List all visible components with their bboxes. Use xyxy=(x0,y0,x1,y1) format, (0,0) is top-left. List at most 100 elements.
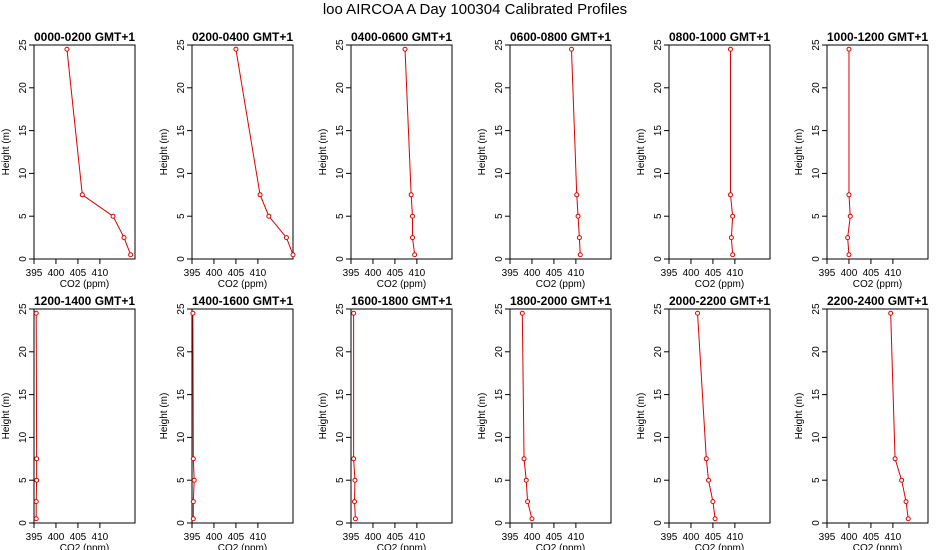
y-axis-label: Height (m) xyxy=(159,129,170,176)
plot-frame xyxy=(350,44,453,260)
y-tick-label: 0 xyxy=(653,520,664,526)
data-point xyxy=(846,192,852,198)
x-tick-label: 405 xyxy=(705,532,722,543)
y-tick-label: 5 xyxy=(811,213,822,219)
y-tick-label: 10 xyxy=(335,167,346,179)
x-tick-label: 410 xyxy=(92,268,109,279)
panel-title: 2200-2400 GMT+1 xyxy=(827,294,928,308)
x-tick-label: 410 xyxy=(568,268,585,279)
plot-frame xyxy=(668,44,771,260)
y-tick-label: 10 xyxy=(18,167,29,179)
y-axis-label: Height (m) xyxy=(318,393,329,440)
data-point xyxy=(409,235,415,241)
plot-frame xyxy=(509,308,612,524)
data-point xyxy=(846,46,852,52)
data-point xyxy=(190,310,196,316)
data-point xyxy=(34,477,40,483)
panel-6: 1000-1200 GMT+1 395 400 405 410 0 5 10 15 20 25 CO2… xyxy=(794,30,929,290)
plot-frame xyxy=(33,44,136,260)
y-tick-label: 25 xyxy=(176,39,187,51)
x-axis-label: CO2 (ppm) xyxy=(695,279,744,290)
y-tick-label: 5 xyxy=(335,477,346,483)
data-point xyxy=(727,192,733,198)
plot-frame xyxy=(191,308,294,524)
x-tick-label: 410 xyxy=(727,268,744,279)
data-point xyxy=(903,499,909,505)
y-tick-label: 15 xyxy=(811,125,822,137)
data-point xyxy=(710,499,716,505)
profile-line xyxy=(404,49,416,255)
x-axis-label: CO2 (ppm) xyxy=(695,543,744,550)
y-axis-label: Height (m) xyxy=(1,393,12,440)
data-point xyxy=(730,213,736,219)
y-tick-label: 15 xyxy=(811,389,822,401)
data-point xyxy=(290,252,296,258)
data-point xyxy=(846,252,852,258)
y-tick-label: 5 xyxy=(494,213,505,219)
y-tick-label: 5 xyxy=(653,213,664,219)
x-tick-label: 400 xyxy=(524,532,541,543)
y-axis-label: Height (m) xyxy=(318,129,329,176)
x-axis-label: CO2 (ppm) xyxy=(377,543,426,550)
data-point xyxy=(712,516,718,522)
x-tick-label: 405 xyxy=(863,532,880,543)
x-tick-label: 405 xyxy=(863,268,880,279)
figure-title: loo AIRCOA A Day 100304 Calibrated Profi… xyxy=(322,1,628,18)
y-tick-label: 25 xyxy=(653,39,664,51)
y-tick-label: 25 xyxy=(18,39,29,51)
data-point xyxy=(845,235,851,241)
y-tick-label: 0 xyxy=(18,256,29,262)
x-tick-label: 410 xyxy=(409,268,426,279)
y-tick-label: 15 xyxy=(18,125,29,137)
y-tick-label: 20 xyxy=(176,82,187,94)
y-tick-label: 5 xyxy=(811,477,822,483)
x-tick-label: 395 xyxy=(26,268,43,279)
x-tick-label: 405 xyxy=(228,268,245,279)
y-tick-label: 25 xyxy=(18,303,29,315)
x-tick-label: 400 xyxy=(48,268,65,279)
y-tick-label: 10 xyxy=(653,431,664,443)
y-tick-label: 10 xyxy=(176,167,187,179)
data-point xyxy=(892,456,898,462)
x-tick-label: 405 xyxy=(228,532,245,543)
data-point xyxy=(523,477,529,483)
y-tick-label: 20 xyxy=(335,82,346,94)
y-tick-label: 5 xyxy=(335,213,346,219)
x-tick-label: 395 xyxy=(343,532,360,543)
data-point xyxy=(728,235,734,241)
data-point xyxy=(899,477,905,483)
panel-title: 1200-1400 GMT+1 xyxy=(34,294,135,308)
y-tick-label: 10 xyxy=(494,431,505,443)
y-tick-label: 0 xyxy=(335,520,346,526)
x-tick-label: 405 xyxy=(387,532,404,543)
plot-frame xyxy=(826,44,929,260)
x-axis-label: CO2 (ppm) xyxy=(377,279,426,290)
y-tick-label: 15 xyxy=(653,125,664,137)
panel-2: 0200-0400 GMT+1 395 400 405 410 0 5 10 15 20 25 CO2… xyxy=(159,30,296,290)
panel-3: 0400-0600 GMT+1 395 400 405 410 0 5 10 15 20 25 CO2… xyxy=(318,30,453,290)
y-tick-label: 5 xyxy=(494,477,505,483)
panel-title: 2000-2200 GMT+1 xyxy=(669,294,770,308)
y-tick-label: 10 xyxy=(335,431,346,443)
data-point xyxy=(34,456,40,462)
y-tick-label: 20 xyxy=(18,346,29,358)
x-tick-label: 395 xyxy=(819,268,836,279)
y-tick-label: 20 xyxy=(653,346,664,358)
panel-8: 1400-1600 GMT+1 395 400 405 410 0 5 10 15 20 25 CO2… xyxy=(159,294,294,550)
data-point xyxy=(521,456,527,462)
x-tick-label: 395 xyxy=(661,268,678,279)
y-axis-label: Height (m) xyxy=(794,393,805,440)
x-tick-label: 400 xyxy=(683,268,700,279)
y-tick-label: 0 xyxy=(176,256,187,262)
x-tick-label: 400 xyxy=(206,532,223,543)
data-point xyxy=(33,310,39,316)
panel-title: 0600-0800 GMT+1 xyxy=(510,30,611,44)
profile-line xyxy=(235,49,294,255)
y-tick-label: 10 xyxy=(811,167,822,179)
y-tick-label: 0 xyxy=(494,520,505,526)
data-point xyxy=(574,192,580,198)
panel-5: 0800-1000 GMT+1 395 400 405 410 0 5 10 15 20 25 CO2… xyxy=(636,30,771,290)
y-tick-label: 5 xyxy=(18,477,29,483)
x-tick-label: 410 xyxy=(727,532,744,543)
y-tick-label: 20 xyxy=(811,346,822,358)
